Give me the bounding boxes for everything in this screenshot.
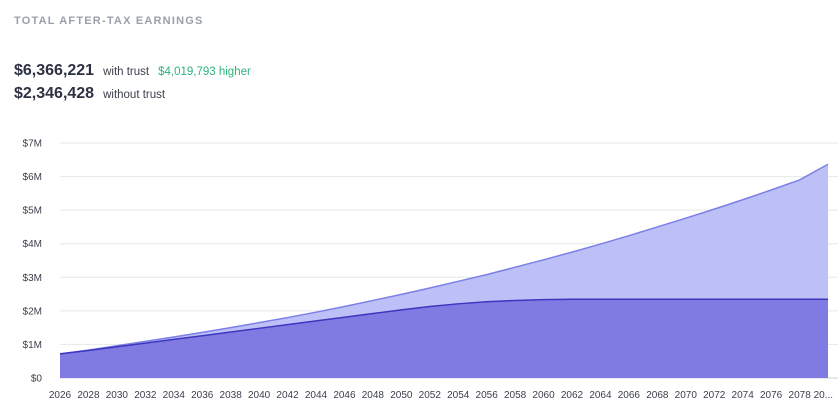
y-tick-label: $1M	[23, 340, 42, 351]
x-tick-label: 2026	[49, 390, 72, 401]
with-trust-summary: $6,366,221 with trust $4,019,793 higher	[14, 62, 251, 80]
x-tick-label: 2052	[419, 390, 442, 401]
x-tick-label: 2072	[703, 390, 726, 401]
x-tick-label: 2068	[646, 390, 669, 401]
y-tick-label: $5M	[23, 206, 42, 217]
x-tick-label: 2040	[248, 390, 271, 401]
x-tick-label: 2030	[106, 390, 129, 401]
x-tick-label: 2042	[276, 390, 299, 401]
x-tick-label: 2034	[163, 390, 186, 401]
y-tick-label: $4M	[23, 239, 42, 250]
y-tick-label: $6M	[23, 172, 42, 183]
x-tick-label: 2048	[362, 390, 385, 401]
chart-areas	[59, 163, 829, 378]
without-trust-line	[59, 298, 828, 355]
x-tick-label: 2050	[390, 390, 413, 401]
x-tick-label: 2078 20...	[789, 390, 833, 401]
x-tick-label: 2062	[561, 390, 584, 401]
x-tick-label: 2046	[333, 390, 356, 401]
x-tick-label: 2058	[504, 390, 527, 401]
without-trust-summary: $2,346,428 without trust	[14, 85, 165, 103]
x-tick-label: 2064	[589, 390, 612, 401]
x-tick-label: 2044	[305, 390, 328, 401]
x-tick-label: 2060	[532, 390, 555, 401]
x-tick-label: 2036	[191, 390, 214, 401]
without-trust-amount: $2,346,428	[14, 85, 95, 102]
with-trust-amount: $6,366,221	[14, 62, 95, 79]
with-trust-line	[59, 163, 829, 355]
x-tick-label: 2028	[77, 390, 100, 401]
y-tick-label: $7M	[23, 139, 42, 150]
x-tick-label: 2076	[760, 390, 783, 401]
x-tick-label: 2038	[220, 390, 243, 401]
y-tick-label: $0	[31, 374, 43, 385]
x-tick-label: 2074	[732, 390, 755, 401]
y-tick-label: $3M	[23, 273, 42, 284]
x-axis-ticks: 2026 2028 2030 2032 2034 2036 2038 2040 2042 2044…	[49, 390, 833, 401]
difference-badge: $4,019,793 higher	[158, 66, 251, 78]
chart-heading: TOTAL AFTER-TAX EARNINGS	[14, 15, 204, 27]
y-tick-label: $2M	[23, 306, 42, 317]
x-tick-label: 2066	[618, 390, 641, 401]
x-tick-label: 2032	[134, 390, 157, 401]
x-tick-label: 2070	[675, 390, 698, 401]
without-trust-label: without trust	[103, 89, 166, 101]
without-trust-area	[60, 299, 828, 378]
x-tick-label: 2054	[447, 390, 470, 401]
x-tick-label: 2056	[476, 390, 499, 401]
earnings-area-chart: $0 $1M $2M $3M $4M $5M $6M $7M 2026 2028 2030 2032…	[23, 139, 838, 401]
with-trust-label: with trust	[103, 66, 150, 78]
y-axis-ticks: $0 $1M $2M $3M $4M $5M $6M $7M	[23, 139, 43, 385]
